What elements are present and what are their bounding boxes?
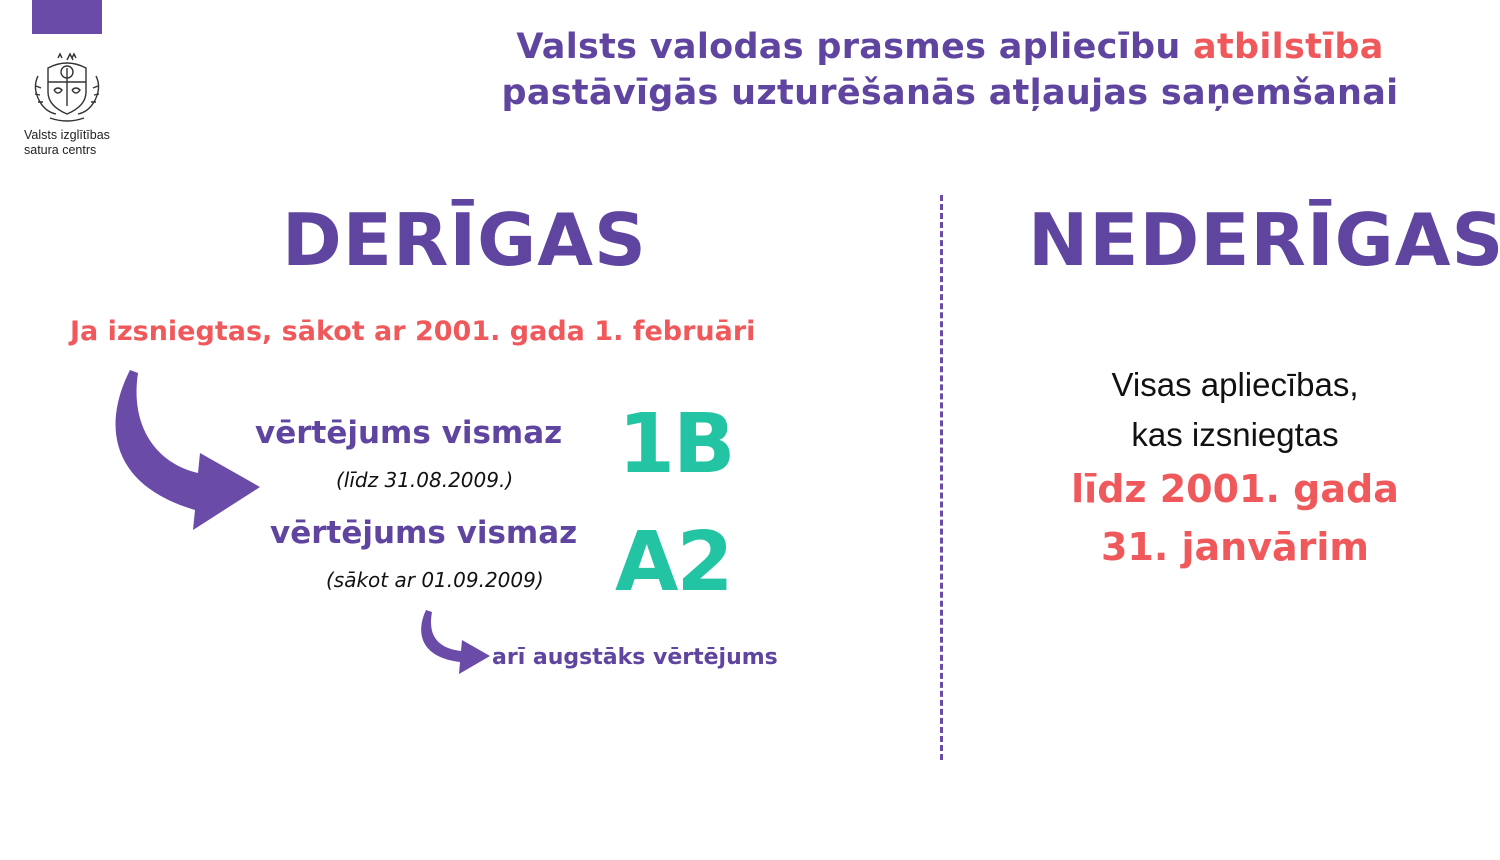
rating1-note: (līdz 31.08.2009.) bbox=[336, 468, 514, 492]
grade-a2: A2 bbox=[615, 515, 734, 610]
latvia-coat-of-arms-icon bbox=[34, 52, 100, 122]
organization-name: Valsts izglītības satura centrs bbox=[24, 128, 154, 158]
invalid-line2: kas izsniegtas bbox=[1131, 416, 1339, 453]
column-divider bbox=[940, 195, 943, 760]
curved-arrow-icon bbox=[115, 370, 260, 530]
title-highlight: atbilstība bbox=[1193, 27, 1384, 67]
title-line2: pastāvīgās uzturēšanās atļaujas saņemšan… bbox=[501, 73, 1399, 113]
higher-grade-note: arī augstāks vērtējums bbox=[492, 645, 778, 670]
invalid-highlight-line2: 31. janvārim bbox=[1100, 525, 1370, 569]
rating1-label: vērtējums vismaz bbox=[255, 415, 563, 451]
rating2-note: (sākot ar 01.09.2009) bbox=[326, 568, 544, 592]
rating2-label: vērtējums vismaz bbox=[270, 515, 578, 551]
valid-heading: DERĪGAS bbox=[282, 198, 647, 282]
organization-name-line1: Valsts izglītības bbox=[24, 128, 110, 142]
top-accent-bar bbox=[32, 0, 102, 34]
invalid-line1: Visas apliecības, bbox=[1111, 366, 1359, 403]
invalid-highlight-line1: līdz 2001. gada bbox=[1071, 467, 1399, 511]
organization-name-line2: satura centrs bbox=[24, 143, 97, 157]
page-title: Valsts valodas prasmes apliecību atbilst… bbox=[440, 24, 1460, 116]
invalid-description: Visas apliecības, kas izsniegtas līdz 20… bbox=[1050, 360, 1420, 576]
grade-1b: 1B bbox=[618, 397, 736, 492]
small-curved-arrow-icon bbox=[421, 610, 490, 674]
title-line1: Valsts valodas prasmes apliecību atbilst… bbox=[440, 24, 1460, 70]
valid-condition: Ja izsniegtas, sākot ar 2001. gada 1. fe… bbox=[70, 316, 756, 347]
title-text: Valsts valodas prasmes apliecību bbox=[516, 27, 1194, 67]
invalid-heading: NEDERĪGAS bbox=[1028, 198, 1500, 282]
